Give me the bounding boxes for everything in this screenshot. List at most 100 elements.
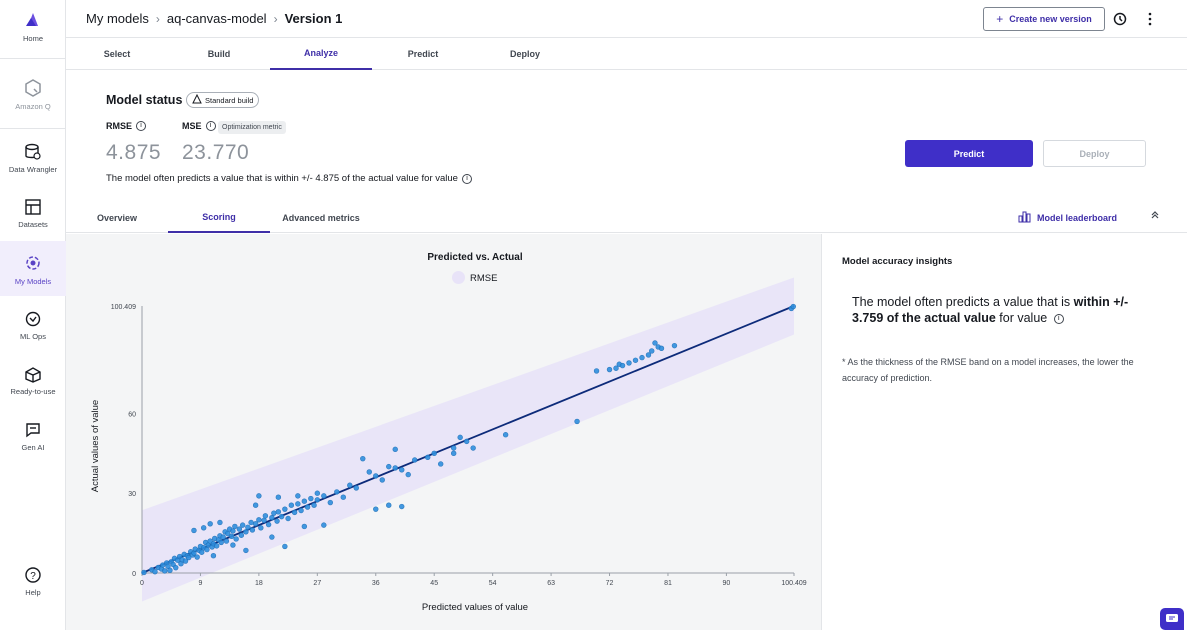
- scatter-point: [245, 524, 251, 530]
- breadcrumb-my-models[interactable]: My models: [86, 11, 149, 26]
- sidebar-item-help[interactable]: ? Help: [0, 566, 66, 597]
- sidebar-item-label: Help: [25, 588, 41, 597]
- standard-build-label: Standard build: [205, 95, 254, 105]
- chat-icon[interactable]: [1160, 608, 1184, 630]
- rmse-label: RMSE i: [106, 121, 147, 131]
- sidebar-item-label: My Models: [14, 277, 52, 286]
- scatter-point: [186, 554, 192, 561]
- scatter-point: [256, 517, 262, 523]
- scatter-point: [200, 525, 207, 531]
- scatter-point: [278, 513, 285, 520]
- tab-analyze[interactable]: Analyze: [270, 38, 372, 70]
- tab-select[interactable]: Select: [103, 49, 131, 59]
- x-axis-label: Predicted values of value: [422, 602, 528, 613]
- sidebar-item-label: ML Ops: [20, 332, 46, 341]
- plus-icon: +: [996, 12, 1004, 26]
- scatter-point: [308, 495, 314, 502]
- sidebar-item-home[interactable]: Home: [0, 10, 66, 48]
- help-icon: ?: [23, 566, 43, 584]
- scatter-point: [671, 342, 678, 349]
- breadcrumb-model[interactable]: aq-canvas-model: [166, 11, 267, 26]
- scatter-point: [450, 445, 457, 451]
- scatter-point: [269, 534, 275, 540]
- history-icon[interactable]: [1111, 10, 1129, 28]
- tab-overview[interactable]: Overview: [96, 212, 138, 223]
- scatter-point: [314, 490, 321, 496]
- scatter-point: [405, 471, 411, 478]
- x-tick-label: 18: [255, 580, 263, 587]
- x-tick-label: 36: [372, 580, 380, 587]
- scatter-point: [314, 497, 321, 503]
- sidebar-item-gen-ai[interactable]: Gen AI: [0, 421, 66, 452]
- scatter-point: [327, 499, 334, 506]
- scatter-point: [619, 362, 626, 369]
- create-new-version-button[interactable]: + Create new version: [983, 7, 1105, 31]
- scatter-point: [217, 519, 223, 526]
- scatter-point: [265, 521, 272, 528]
- scatter-point: [228, 533, 235, 540]
- scatter-point: [639, 354, 645, 361]
- scatter-point: [220, 534, 226, 540]
- scatter-point: [399, 467, 405, 473]
- scatter-point: [210, 553, 217, 559]
- build-icon: [192, 93, 202, 106]
- scatter-point: [152, 568, 158, 575]
- info-icon[interactable]: i: [461, 173, 472, 184]
- scatter-point: [261, 517, 267, 524]
- mse-label-text: MSE: [182, 121, 202, 131]
- scatter-point: [626, 360, 632, 366]
- x-tick-label: 81: [664, 580, 672, 587]
- x-tick-label: 100.409: [781, 580, 806, 587]
- scatter-point: [288, 502, 295, 508]
- scatter-point: [386, 502, 392, 508]
- scatter-point: [431, 450, 437, 457]
- breadcrumb: My models › aq-canvas-model › Version 1: [86, 11, 342, 26]
- sidebar-item-my-models[interactable]: My Models: [0, 241, 66, 296]
- sidebar-item-ml-ops[interactable]: ML Ops: [0, 310, 66, 341]
- scatter-point: [256, 493, 262, 499]
- scatter-point: [386, 463, 392, 470]
- scatter-point: [645, 352, 652, 358]
- standard-build-badge: Standard build: [186, 92, 260, 108]
- legend-rmse: RMSE: [470, 273, 497, 284]
- tab-build[interactable]: Build: [207, 49, 231, 59]
- scatter-point: [282, 543, 288, 550]
- tab-advanced-metrics[interactable]: Advanced metrics: [282, 212, 360, 223]
- info-icon[interactable]: i: [1053, 313, 1064, 324]
- tab-predict[interactable]: Predict: [407, 49, 439, 59]
- sidebar-item-label: Amazon Q: [15, 102, 51, 111]
- scatter-point: [207, 521, 213, 527]
- y-tick-label: 0: [132, 571, 136, 578]
- scatter-point: [321, 493, 327, 499]
- tab-deploy[interactable]: Deploy: [509, 49, 540, 59]
- model-leaderboard-link[interactable]: Model leaderboard: [1018, 211, 1117, 225]
- sidebar-item-ready-to-use[interactable]: Ready-to-use: [0, 365, 66, 396]
- x-tick-label: 0: [140, 580, 144, 587]
- info-icon[interactable]: i: [205, 121, 216, 131]
- sidebar-item-data-wrangler[interactable]: Data Wrangler: [0, 143, 66, 174]
- more-options-icon[interactable]: [1141, 10, 1159, 28]
- tab-scoring[interactable]: Scoring: [168, 202, 270, 233]
- x-tick-label: 63: [547, 580, 555, 587]
- scatter-point: [258, 525, 264, 531]
- scatter-point: [274, 518, 280, 524]
- x-tick-label: 72: [606, 580, 614, 587]
- scatter-point: [502, 432, 509, 438]
- my-models-icon: [23, 253, 43, 273]
- scatter-point: [425, 454, 431, 461]
- sidebar-item-datasets[interactable]: Datasets: [0, 198, 66, 229]
- deploy-button[interactable]: Deploy: [1043, 140, 1146, 167]
- info-icon[interactable]: i: [136, 121, 147, 131]
- scatter-point: [236, 526, 243, 532]
- ready-to-use-icon: [23, 365, 43, 383]
- scatter-point: [373, 473, 379, 479]
- scatter-point: [248, 519, 254, 526]
- status-description-text: The model often predicts a value that is…: [106, 173, 458, 184]
- collapse-icon[interactable]: [1148, 210, 1162, 224]
- scatter-point: [204, 546, 210, 553]
- sidebar-item-label: Gen AI: [21, 443, 45, 452]
- scatter-point: [658, 345, 665, 352]
- predict-button[interactable]: Predict: [905, 140, 1033, 167]
- sidebar-item-amazon-q[interactable]: Amazon Q: [0, 78, 66, 116]
- datasets-icon: [23, 198, 43, 216]
